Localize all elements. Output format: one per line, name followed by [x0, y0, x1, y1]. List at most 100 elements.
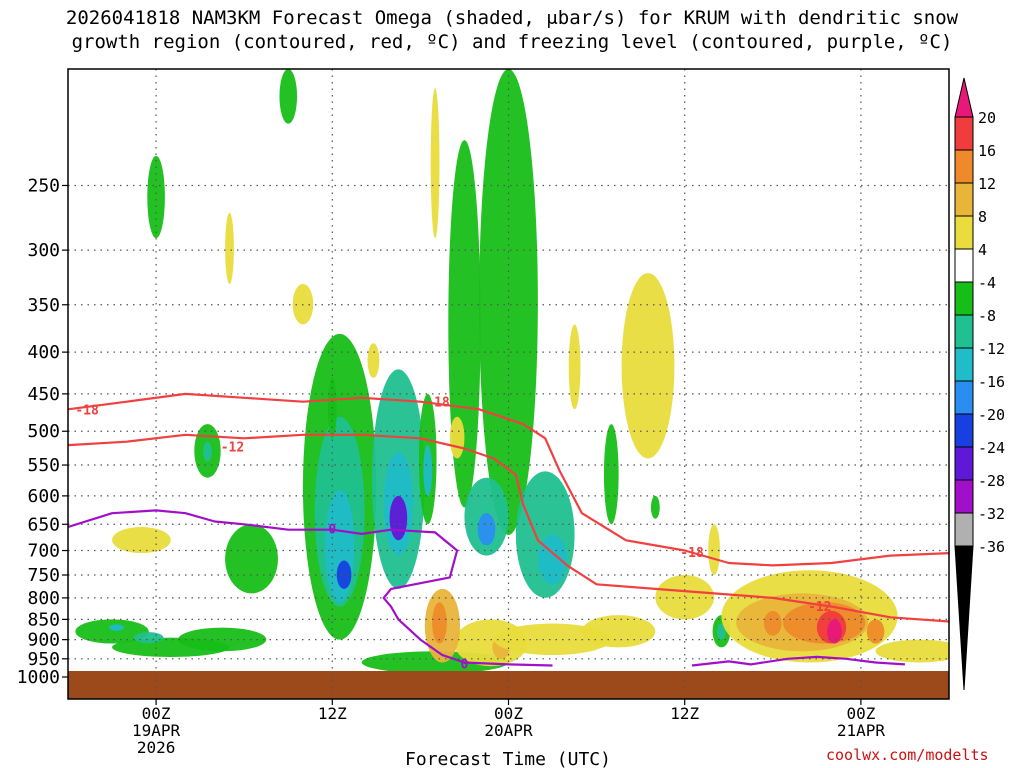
omega-region-17	[423, 445, 433, 496]
colorbar-box-6	[954, 314, 974, 349]
x-axis-label: Forecast Time (UTC)	[405, 749, 611, 768]
colorbar-label-4: 4	[978, 241, 987, 259]
colorbar-box-5	[954, 281, 974, 316]
x-tick-label-54-1: 21APR	[837, 721, 886, 740]
x-tick-label-18-0: 12Z	[318, 704, 347, 723]
omega-region-45	[827, 619, 842, 644]
omega-region-49	[225, 212, 234, 284]
x-tick-label-6-0: 00Z	[142, 704, 171, 723]
y-axis: 2503003504004505005506006507007508008509…	[17, 175, 68, 688]
colorbar-box-0	[954, 116, 974, 151]
colorbar-label-9: -20	[978, 406, 1005, 424]
gridlines	[68, 69, 949, 699]
y-tick-label-550: 550	[27, 455, 60, 476]
colorbar-box-7	[954, 347, 974, 382]
omega-region-51	[367, 343, 380, 378]
omega-region-21	[477, 513, 496, 546]
colorbar-box-10	[954, 446, 974, 481]
colorbar-label-5: -4	[978, 274, 996, 292]
colorbar-box-2	[954, 182, 974, 217]
y-tick-label-650: 650	[27, 514, 60, 535]
omega-region-8	[225, 524, 278, 594]
contour-0	[68, 509, 553, 667]
omega-region-12	[336, 560, 352, 589]
colorbar-label-2: 12	[978, 175, 996, 193]
y-tick-label-500: 500	[27, 421, 60, 442]
x-tick-label-54-0: 00Z	[846, 704, 875, 723]
contour-label--12-1: -12	[808, 600, 831, 615]
colorbar-top-arrow	[954, 77, 974, 118]
omega-region-15	[389, 495, 408, 541]
omega-region-47	[866, 619, 885, 644]
y-tick-label-300: 300	[27, 240, 60, 261]
contour-0-b	[691, 655, 905, 667]
colorbar-label-6: -8	[978, 307, 996, 325]
y-tick-label-350: 350	[27, 295, 60, 316]
y-tick-label-600: 600	[27, 486, 60, 507]
omega-region-53	[449, 416, 465, 459]
colorbar-label-0: 20	[978, 109, 996, 127]
contour--18	[68, 392, 949, 567]
colorbar-label-12: -32	[978, 505, 1005, 523]
omega-region-36	[493, 623, 612, 656]
chart-title: 2026041818 NAM3KM Forecast Omega (shaded…	[0, 6, 1024, 54]
title-line-2: growth region (contoured, red, ºC) and f…	[71, 31, 953, 53]
colorbar-label-7: -12	[978, 340, 1005, 358]
omega-region-37	[581, 615, 656, 648]
y-tick-label-850: 850	[27, 609, 60, 630]
x-tick-label-30-0: 00Z	[494, 704, 523, 723]
y-tick-label-1000: 1000	[17, 667, 60, 688]
y-tick-label-800: 800	[27, 588, 60, 609]
y-tick-label-250: 250	[27, 175, 60, 196]
omega-region-48	[875, 639, 949, 663]
colorbar-box-9	[954, 413, 974, 448]
colorbar: 20 16 12 8 4 -4 -8 -12 -16 -20 -24 -28 -32 -36	[954, 77, 1005, 691]
omega-region-54	[568, 324, 581, 410]
colorbar-box-3	[954, 215, 974, 250]
omega-region-5	[112, 526, 171, 554]
colorbar-box-8	[954, 380, 974, 415]
omega-region-1	[75, 619, 149, 644]
x-tick-label-42-0: 12Z	[670, 704, 699, 723]
colorbar-box-4	[954, 248, 974, 283]
colorbar-box-1	[954, 149, 974, 184]
omega-region-7	[203, 441, 212, 462]
colorbar-label-1: 16	[978, 142, 996, 160]
title-line-1: 2026041818 NAM3KM Forecast Omega (shaded…	[65, 7, 959, 29]
colorbar-label-8: -16	[978, 373, 1005, 391]
omega-region-31	[178, 627, 267, 652]
colorbar-label-11: -28	[978, 472, 1005, 490]
omega-region-34	[432, 602, 447, 644]
x-tick-label-30-1: 20APR	[484, 721, 533, 740]
omega-region-0	[147, 155, 165, 239]
contour-label--18-1: -18	[426, 396, 450, 411]
omega-region-40	[708, 524, 720, 575]
colorbar-label-10: -24	[978, 439, 1005, 457]
temperature-contours	[68, 392, 949, 667]
watermark: coolwx.com/modelts	[826, 746, 989, 764]
colorbar-label-3: 8	[978, 208, 987, 226]
omega-region-46	[763, 610, 782, 636]
omega-region-24	[603, 424, 619, 525]
ground-fill	[68, 671, 949, 699]
y-tick-label-900: 900	[27, 630, 60, 651]
contour-labels: -18 -18 -18 -12 -12 0 0	[75, 396, 831, 673]
colorbar-box-11	[954, 479, 974, 514]
contour-label--18-2: -18	[680, 546, 704, 561]
colorbar-bottom-arrow	[954, 545, 974, 691]
omega-region-3	[134, 632, 164, 644]
colorbar-label-13: -36	[978, 538, 1005, 556]
contour-label-0-1: 0	[461, 657, 469, 672]
contour-label--12-0: -12	[221, 441, 244, 456]
contour-label--18-0: -18	[75, 403, 99, 418]
omega-region-39	[655, 574, 715, 620]
contour-label-0-0: 0	[328, 523, 336, 538]
y-tick-label-700: 700	[27, 541, 60, 562]
y-tick-label-750: 750	[27, 565, 60, 586]
omega-region-38	[621, 273, 675, 459]
contour--12	[68, 433, 949, 623]
omega-region-19	[479, 69, 538, 535]
x-tick-label-6-2: 2026	[137, 738, 176, 757]
